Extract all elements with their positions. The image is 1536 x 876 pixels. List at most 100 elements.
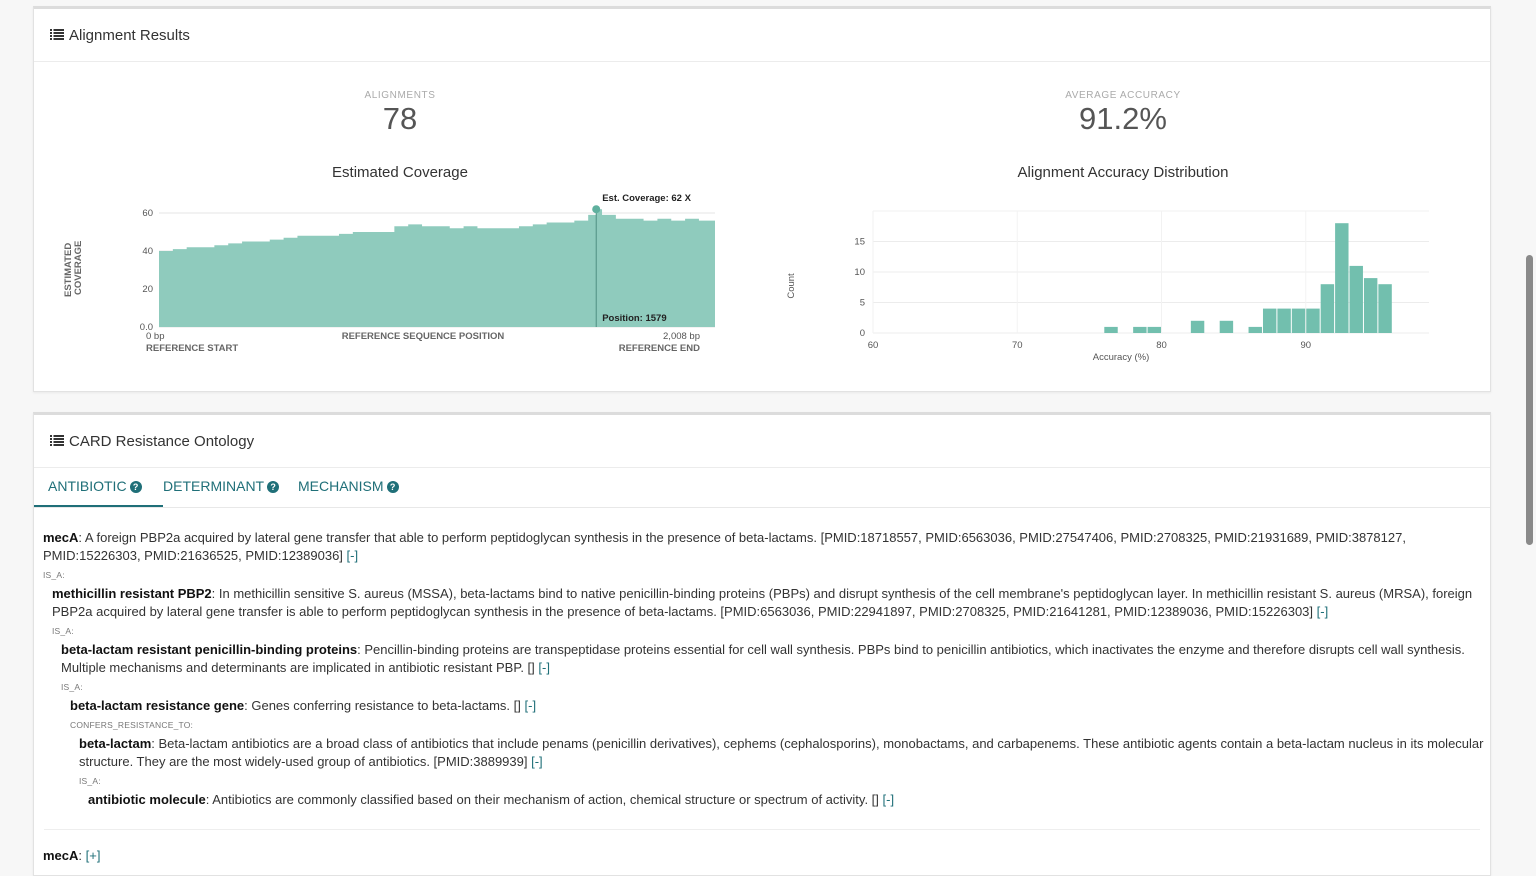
collapse-toggle[interactable]: [-]	[882, 792, 895, 807]
ontology-description: : Antibiotics are commonly classified ba…	[205, 792, 883, 807]
histogram-bar	[1262, 308, 1277, 333]
coverage-area	[159, 209, 715, 327]
histogram-bar	[1363, 278, 1378, 333]
accuracy-x-tick: 60	[868, 340, 879, 351]
average-accuracy-label: AVERAGE ACCURACY	[1065, 90, 1181, 101]
ontology-description: : A foreign PBP2a acquired by lateral ge…	[78, 530, 1406, 545]
coverage-y-tick: 0.0	[140, 322, 153, 333]
coverage-y-tick: 60	[142, 208, 153, 219]
collapse-toggle[interactable]: [-]	[531, 753, 543, 769]
ontology-term: beta-lactam resistance gene	[70, 698, 245, 713]
list-icon	[50, 28, 64, 40]
coverage-cursor-dot	[592, 205, 601, 214]
relation-label: IS_A:	[52, 626, 74, 636]
histogram-bar	[1104, 326, 1118, 333]
ontology-description-cont: Multiple mechanisms and determinants are…	[61, 659, 539, 675]
ontology-term: mecA	[43, 530, 79, 545]
coverage-ylabel-line2: COVERAGE	[73, 241, 84, 295]
collapse-toggle[interactable]: [-]	[1316, 603, 1329, 619]
coverage-x-start-label: REFERENCE START	[146, 343, 238, 354]
ontology-description: : Beta-lactam antibiotics are a broad cl…	[151, 736, 1484, 751]
tab-antibiotic[interactable]: ANTIBIOTIC?	[34, 467, 163, 507]
relation-label: CONFERS_RESISTANCE_TO:	[70, 720, 194, 730]
tab-mechanism-label: MECHANISM	[298, 478, 384, 494]
alignments-stat: ALIGNMENTS 78	[300, 90, 500, 137]
collapse-toggle[interactable]: [-]	[524, 698, 537, 713]
tab-antibiotic-label: ANTIBIOTIC	[48, 478, 127, 494]
ontology-term: methicillin resistant PBP2	[52, 586, 212, 601]
ontology-entry: beta-lactam resistant penicillin-binding…	[61, 641, 1481, 676]
histogram-bar	[1277, 308, 1291, 333]
coverage-ylabel-line1: ESTIMATED	[63, 243, 74, 297]
alignments-label: ALIGNMENTS	[364, 90, 436, 101]
question-circle-icon[interactable]: ?	[129, 481, 142, 493]
coverage-chart[interactable]: Est. Coverage: 62 X Position: 1579 60 40 2…	[54, 189, 734, 359]
coverage-y-tick: 20	[142, 284, 153, 295]
histogram-bar	[1291, 308, 1306, 333]
coverage-tooltip: Est. Coverage: 62 X	[602, 193, 691, 204]
accuracy-y-tick: 0	[860, 328, 865, 339]
ontology-description-cont: PMID:15226303, PMID:21636525, PMID:12389…	[43, 547, 347, 563]
coverage-y-tick: 40	[142, 246, 153, 257]
histogram-bar	[1219, 320, 1234, 333]
ontology-description: : Pencillin-binding proteins are transpe…	[357, 642, 1465, 657]
average-accuracy-value: 91.2%	[1079, 101, 1167, 136]
ontology-term: beta-lactam	[79, 736, 152, 751]
relation-label: IS_A:	[43, 570, 65, 580]
alignment-results-heading: Alignment Results	[34, 9, 1490, 62]
expand-toggle[interactable]: [+]	[85, 848, 101, 863]
coverage-chart-title: Estimated Coverage	[332, 164, 468, 181]
collapse-toggle[interactable]: [-]	[538, 659, 550, 675]
tab-determinant-label: DETERMINANT	[163, 478, 265, 494]
accuracy-y-tick: 5	[860, 298, 865, 309]
alignments-value: 78	[382, 101, 418, 136]
card-ontology-title: CARD Resistance Ontology	[69, 432, 255, 450]
ontology-description-cont: structure. They are the most widely-used…	[79, 753, 532, 769]
ontology-entry: mecA: A foreign PBP2a acquired by latera…	[43, 529, 1473, 564]
card-ontology-heading: CARD Resistance Ontology	[34, 415, 1490, 468]
accuracy-y-tick: 15	[854, 237, 865, 248]
tab-determinant[interactable]: DETERMINANT?	[163, 467, 280, 505]
histogram-bar	[1335, 223, 1349, 333]
collapse-toggle[interactable]: [-]	[346, 547, 359, 563]
ontology-description: : Genes conferring resistance to beta-la…	[244, 698, 525, 713]
histogram-bar	[1306, 308, 1320, 333]
accuracy-x-tick: 70	[1012, 340, 1023, 351]
coverage-x-end-label: REFERENCE END	[619, 343, 700, 354]
card-ontology-panel: CARD Resistance Ontology ANTIBIOTIC? DET…	[33, 412, 1491, 876]
relation-label: IS_A:	[79, 776, 101, 786]
accuracy-x-tick: 90	[1300, 340, 1311, 351]
ontology-entry: beta-lactam resistance gene: Genes confe…	[70, 697, 1470, 715]
accuracy-ylabel: Count	[786, 273, 797, 299]
page-scrollbar[interactable]	[1526, 255, 1533, 545]
ontology-entry: beta-lactam: Beta-lactam antibiotics are…	[79, 735, 1484, 770]
coverage-x-end-tick: 2,008 bp	[663, 331, 700, 342]
histogram-bar	[1190, 320, 1205, 333]
histogram-bar	[1349, 265, 1363, 333]
ontology-entry-collapsed: mecA: [+]	[43, 847, 100, 865]
average-accuracy-stat: AVERAGE ACCURACY 91.2%	[1023, 90, 1223, 137]
ontology-description: :	[78, 848, 86, 863]
accuracy-xlabel: Accuracy (%)	[1093, 352, 1149, 363]
question-circle-icon[interactable]: ?	[386, 481, 399, 493]
list-icon	[50, 434, 64, 446]
histogram-bar	[1147, 326, 1161, 333]
accuracy-x-tick: 80	[1156, 340, 1167, 351]
question-circle-icon[interactable]: ?	[267, 481, 280, 493]
histogram-bar	[1378, 284, 1392, 333]
ontology-entry: methicillin resistant PBP2: In methicill…	[52, 585, 1477, 620]
ontology-description: : In methicillin sensitive S. aureus (MS…	[211, 586, 1473, 601]
ontology-tabs: ANTIBIOTIC? DETERMINANT? MECHANISM?	[34, 467, 1490, 508]
histogram-bar	[1248, 326, 1262, 333]
position-tooltip: Position: 1579	[602, 313, 666, 324]
ontology-term: antibiotic molecule	[88, 792, 206, 807]
coverage-x-mid-label: REFERENCE SEQUENCE POSITION	[342, 331, 505, 342]
ontology-term: beta-lactam resistant penicillin-binding…	[61, 642, 358, 657]
accuracy-chart-title: Alignment Accuracy Distribution	[1017, 164, 1229, 181]
accuracy-y-tick: 10	[854, 267, 865, 278]
alignment-results-title: Alignment Results	[69, 26, 190, 44]
tab-mechanism[interactable]: MECHANISM?	[298, 467, 399, 505]
histogram-bar	[1320, 284, 1335, 333]
coverage-x-start-tick: 0 bp	[146, 331, 165, 342]
